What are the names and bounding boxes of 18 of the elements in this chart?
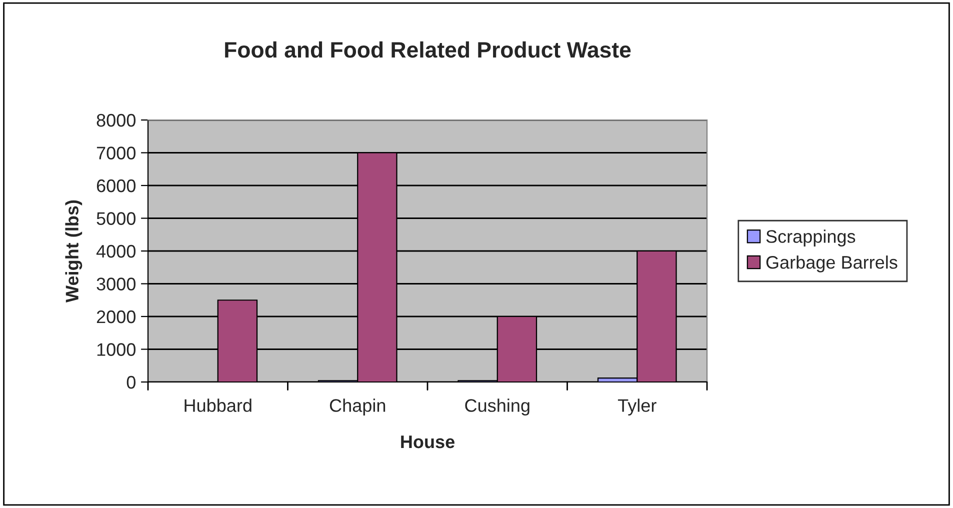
chart-title: Food and Food Related Product Waste [225,41,631,58]
y-tick-label: 3000 [96,278,136,290]
y-tick-label: 2000 [96,310,136,324]
legend-label: Scrappings [766,230,856,246]
y-tick-label: 0 [126,376,136,389]
y-tick-label: 7000 [96,146,136,160]
x-axis-title: House [401,436,454,448]
y-tick-label: 1000 [97,343,136,356]
y-axis-title: Weight (lbs) [65,200,82,302]
legend-label: Garbage Barrels [766,256,898,272]
x-tick-label: Cushing [465,398,530,416]
y-tick-label: 6000 [96,179,136,192]
y-tick-label: 4000 [96,244,136,258]
y-tick-label: 5000 [96,212,136,225]
x-tick-label: Hubbard [184,398,252,412]
x-tick-label: Chapin [330,398,386,416]
x-tick-label: Tyler [618,398,656,416]
y-tick-label: 8000 [96,114,136,127]
